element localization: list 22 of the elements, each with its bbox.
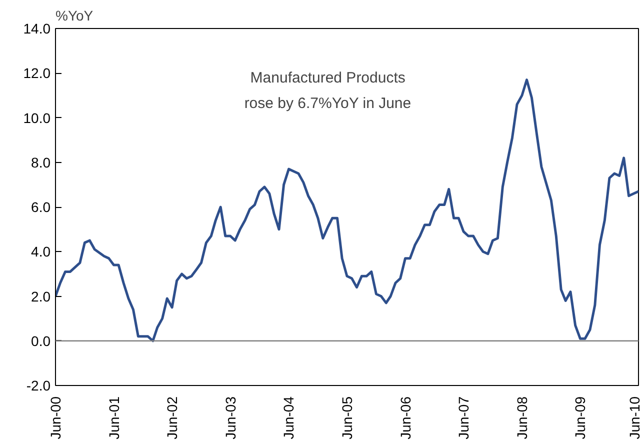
x-tick-label: Jun-04: [280, 396, 297, 440]
y-tick-label: 2.0: [31, 288, 51, 304]
y-tick-label: 6.0: [31, 199, 51, 215]
x-tick-label: Jun-02: [164, 396, 180, 440]
y-tick-label: 14.0: [23, 20, 51, 36]
x-tick-label: Jun-08: [514, 396, 530, 440]
x-tick-label: Jun-01: [106, 396, 122, 440]
x-tick-label: Jun-06: [397, 396, 414, 440]
x-tick-label: Jun-00: [48, 396, 64, 440]
y-tick-label: -2.0: [26, 378, 51, 394]
x-tick-label: Jun-03: [222, 396, 238, 440]
x-tick-label: Jun-10: [626, 396, 642, 440]
y-tick-label: 0.0: [31, 332, 51, 349]
x-tick-label: Jun-09: [572, 396, 588, 440]
y-axis-title: %YoY: [56, 8, 94, 24]
x-tick-label: Jun-07: [456, 396, 472, 440]
x-tick-label: Jun-05: [339, 396, 355, 440]
y-tick-label: 8.0: [31, 154, 51, 170]
y-tick-label: 12.0: [23, 65, 51, 82]
y-tick-label: 10.0: [23, 110, 51, 126]
annotation: Manufactured Products rose by 6.7%YoY in June: [244, 70, 412, 112]
y-tick-label: 4.0: [31, 244, 51, 260]
